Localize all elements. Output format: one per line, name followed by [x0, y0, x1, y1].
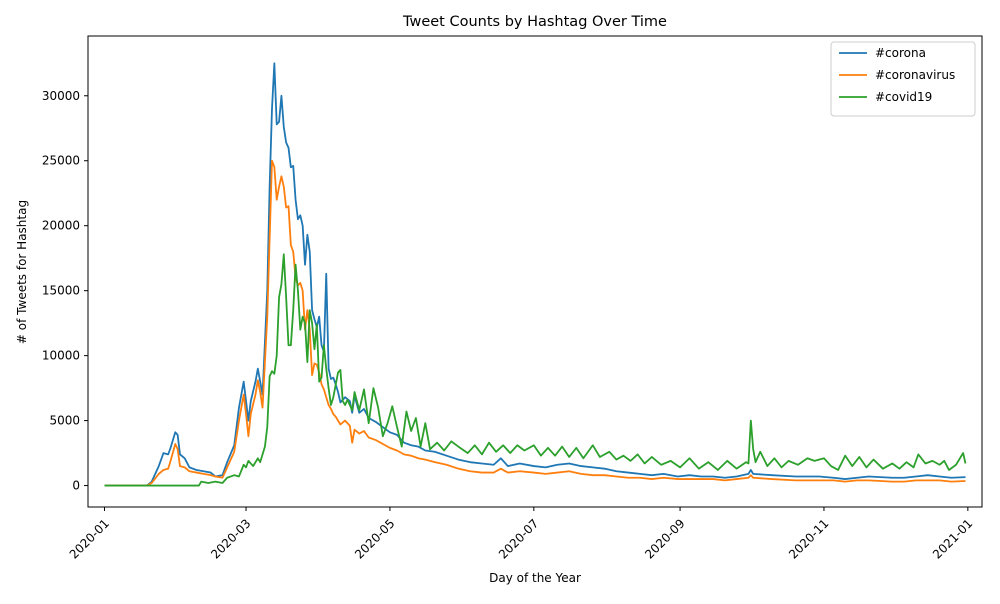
x-tick-label: 2020-11	[786, 516, 831, 561]
legend-label: #coronavirus	[875, 68, 955, 82]
y-axis-ticks: 0 5000 10000 15000 20000 25000 30000	[42, 89, 88, 493]
x-tick-label: 2020-01	[67, 516, 112, 561]
series-line-0	[104, 62, 966, 487]
y-axis-label: # of Tweets for Hashtag	[15, 200, 29, 344]
series-line-2	[104, 253, 967, 487]
y-tick-label: 0	[72, 479, 80, 493]
series-lines	[104, 62, 967, 487]
legend-label: #covid19	[875, 90, 932, 104]
x-axis-label: Day of the Year	[489, 571, 581, 585]
y-tick-label: 15000	[42, 284, 80, 298]
y-tick-label: 20000	[42, 219, 80, 233]
chart-title: Tweet Counts by Hashtag Over Time	[402, 14, 667, 30]
x-tick-label: 2020-03	[208, 516, 253, 561]
x-tick-label: 2020-05	[352, 516, 397, 561]
y-tick-label: 25000	[42, 154, 80, 168]
y-tick-label: 5000	[49, 414, 80, 428]
x-tick-label: 2020-09	[642, 516, 687, 561]
series-line-1	[104, 159, 966, 487]
x-tick-label: 2021-01	[930, 516, 975, 561]
y-tick-label: 10000	[42, 349, 80, 363]
plot-area-frame	[87, 35, 983, 508]
x-tick-label: 2020-07	[496, 516, 541, 561]
x-axis-ticks: 2020-01 2020-03 2020-05 2020-07 2020-09 2020-…	[67, 507, 975, 562]
legend: #corona #coronavirus #covid19	[830, 41, 976, 117]
legend-label: #corona	[875, 46, 926, 60]
y-tick-label: 30000	[42, 89, 80, 103]
